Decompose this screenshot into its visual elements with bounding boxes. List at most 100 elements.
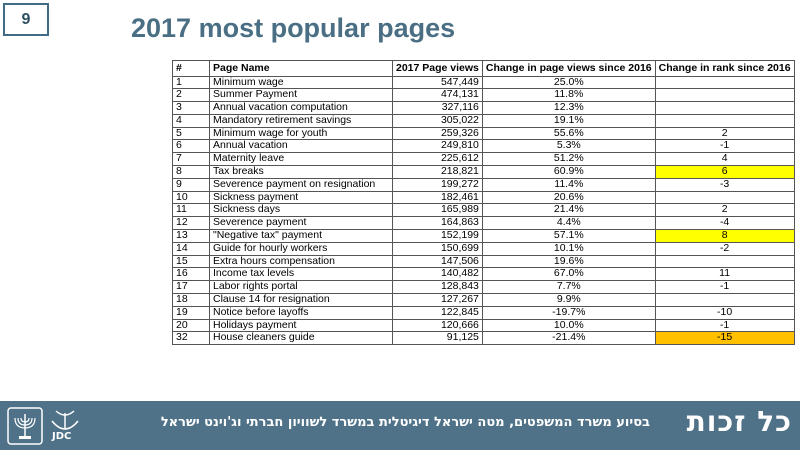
cell-page-views: 128,843 <box>392 280 483 295</box>
cell-num: 13 <box>172 229 210 243</box>
header-page-name: Page Name <box>209 60 393 77</box>
cell-page-views: 127,267 <box>392 293 483 307</box>
cell-change-views: 55.6% <box>481 126 656 141</box>
cell-change-views: 12.3% <box>481 101 656 115</box>
cell-page-name: Annual vacation computation <box>209 101 393 115</box>
cell-num: 19 <box>172 305 210 320</box>
cell-num: 1 <box>172 75 210 90</box>
cell-change-views: 51.2% <box>481 152 656 167</box>
header-page-views: 2017 Page views <box>392 60 483 77</box>
jdc-emblem-icon <box>51 410 79 430</box>
cell-change-views: 60.9% <box>481 165 656 179</box>
table-row: 5 Minimum wage for youth 259,326 55.6% 2 <box>172 126 795 141</box>
cell-change-views: -19.7% <box>481 305 656 320</box>
cell-num: 3 <box>172 101 210 115</box>
table-row: 10 Sickness payment 182,461 20.6% <box>172 190 795 205</box>
cell-change-rank <box>654 254 795 269</box>
cell-change-rank <box>654 88 795 103</box>
table-row: 18 Clause 14 for resignation 127,267 9.9% <box>172 293 795 307</box>
cell-num: 9 <box>172 177 210 192</box>
cell-page-name: "Negative tax" payment <box>209 229 393 243</box>
cell-page-name: Summer Payment <box>209 88 393 103</box>
cell-num: 17 <box>172 280 210 295</box>
header-num: # <box>172 60 210 77</box>
cell-change-rank <box>654 75 795 90</box>
table-row: 1 Minimum wage 547,449 25.0% <box>172 75 795 90</box>
cell-change-views: 9.9% <box>481 293 656 307</box>
cell-num: 5 <box>172 126 210 141</box>
cell-page-name: Maternity leave <box>209 152 393 167</box>
cell-change-rank: 6 <box>654 165 795 179</box>
cell-change-rank: -1 <box>654 318 795 333</box>
cell-page-name: Sickness days <box>209 203 393 218</box>
kol-zchut-logo: כל זכות <box>686 405 792 438</box>
cell-num: 15 <box>172 254 210 269</box>
footer-credit-text: בסיוע משרד המשפטים, מטה ישראל דיגיטלית ב… <box>160 415 650 430</box>
cell-change-views: 11.4% <box>481 177 656 192</box>
cell-num: 11 <box>172 203 210 218</box>
cell-page-views: 150,699 <box>392 241 483 256</box>
cell-page-views: 225,612 <box>392 152 483 167</box>
cell-change-views: 57.1% <box>481 229 656 243</box>
cell-change-rank: 4 <box>654 152 795 167</box>
table-row: 12 Severence payment 164,863 4.4% -4 <box>172 216 795 231</box>
cell-change-rank: -1 <box>654 280 795 295</box>
cell-change-rank: 2 <box>654 203 795 218</box>
cell-page-name: Holidays payment <box>209 318 393 333</box>
table-row: 3 Annual vacation computation 327,116 12.3% <box>172 101 795 115</box>
cell-num: 6 <box>172 139 210 154</box>
table-row: 8 Tax breaks 218,821 60.9% 6 <box>172 165 795 179</box>
popular-pages-table: # Page Name 2017 Page views Change in pa… <box>172 60 795 346</box>
cell-change-views: 20.6% <box>481 190 656 205</box>
table-row: 9 Severence payment on resignation 199,272… <box>172 177 795 192</box>
cell-change-views: 5.3% <box>481 139 656 154</box>
header-change-rank: Change in rank since 2016 <box>654 60 795 77</box>
footer-bar: JDC בסיוע משרד המשפטים, מטה ישראל דיגיטל… <box>0 401 800 450</box>
cell-page-name: Severence payment on resignation <box>209 177 393 192</box>
cell-page-name: Minimum wage <box>209 75 393 90</box>
cell-page-views: 164,863 <box>392 216 483 231</box>
table-row: 17 Labor rights portal 128,843 7.7% -1 <box>172 280 795 295</box>
jdc-logo: JDC <box>48 407 82 445</box>
cell-change-views: 4.4% <box>481 216 656 231</box>
cell-page-views: 147,506 <box>392 254 483 269</box>
cell-page-name: Notice before layoffs <box>209 305 393 320</box>
table-row: 6 Annual vacation 249,810 5.3% -1 <box>172 139 795 154</box>
slide-number: 9 <box>3 3 49 36</box>
cell-change-rank <box>654 293 795 307</box>
cell-page-views: 547,449 <box>392 75 483 90</box>
cell-change-views: 25.0% <box>481 75 656 90</box>
cell-page-name: Labor rights portal <box>209 280 393 295</box>
cell-page-views: 259,326 <box>392 126 483 141</box>
cell-page-name: Tax breaks <box>209 165 393 179</box>
cell-page-views: 122,845 <box>392 305 483 320</box>
cell-page-name: Mandatory retirement savings <box>209 113 393 128</box>
cell-page-views: 474,131 <box>392 88 483 103</box>
cell-page-name: Clause 14 for resignation <box>209 293 393 307</box>
cell-num: 12 <box>172 216 210 231</box>
cell-change-rank: 8 <box>654 229 795 243</box>
table-row: 20 Holidays payment 120,666 10.0% -1 <box>172 318 795 333</box>
cell-num: 32 <box>172 331 210 346</box>
table-header-row: # Page Name 2017 Page views Change in pa… <box>172 60 795 77</box>
table-row: 15 Extra hours compensation 147,506 19.6% <box>172 254 795 269</box>
cell-num: 18 <box>172 293 210 307</box>
slide-title: 2017 most popular pages <box>131 13 456 43</box>
cell-num: 7 <box>172 152 210 167</box>
cell-page-views: 305,022 <box>392 113 483 128</box>
cell-page-name: Minimum wage for youth <box>209 126 393 141</box>
cell-change-rank: -1 <box>654 139 795 154</box>
cell-num: 8 <box>172 165 210 179</box>
cell-change-rank: -3 <box>654 177 795 192</box>
jdc-label: JDC <box>52 431 72 442</box>
cell-page-name: Income tax levels <box>209 267 393 282</box>
cell-page-views: 165,989 <box>392 203 483 218</box>
state-emblem-icon <box>7 407 43 445</box>
cell-num: 16 <box>172 267 210 282</box>
cell-change-views: 19.6% <box>481 254 656 269</box>
cell-page-name: House cleaners guide <box>209 331 393 346</box>
cell-change-rank: -15 <box>654 331 795 346</box>
table-row: 7 Maternity leave 225,612 51.2% 4 <box>172 152 795 167</box>
cell-change-rank: 11 <box>654 267 795 282</box>
cell-change-rank <box>654 190 795 205</box>
